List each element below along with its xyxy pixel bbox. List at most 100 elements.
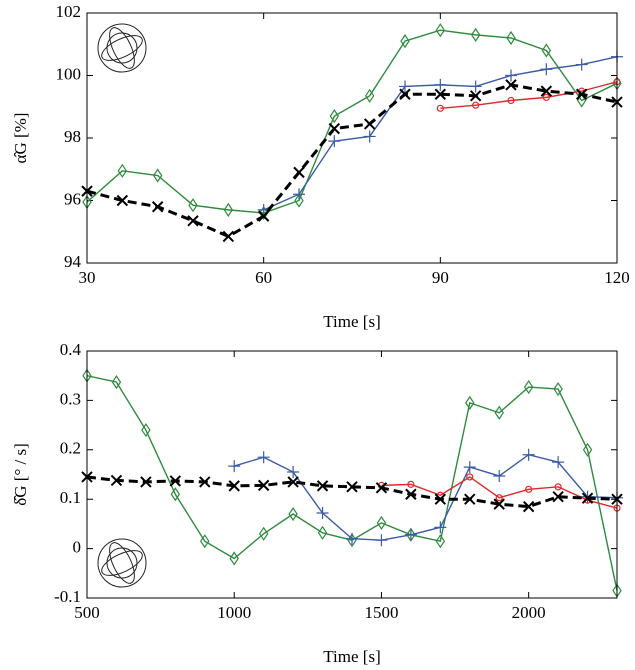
point-marker	[363, 118, 376, 130]
x-tick-label: 30	[79, 268, 96, 287]
point-marker	[540, 63, 553, 76]
point-marker	[116, 194, 129, 207]
marker-diamond	[258, 526, 269, 541]
marker-diamond	[582, 442, 593, 457]
point-marker	[316, 480, 329, 492]
marker-diamond	[376, 515, 387, 530]
marker-diamond	[229, 551, 239, 566]
point-marker	[465, 395, 475, 410]
marker-circle	[542, 93, 550, 101]
marker-diamond	[553, 381, 563, 397]
point-marker	[400, 34, 410, 49]
point-marker	[316, 507, 329, 520]
series-line	[381, 476, 617, 509]
point-marker	[228, 460, 241, 473]
marker-x	[375, 482, 388, 494]
marker-x	[151, 201, 164, 213]
marker-diamond	[400, 34, 410, 49]
marker-x	[287, 476, 299, 488]
point-marker	[522, 500, 535, 513]
plot-frame	[86, 350, 618, 599]
marker-diamond	[117, 163, 128, 178]
marker-x	[522, 500, 535, 513]
point-marker	[505, 69, 517, 82]
point-marker	[329, 109, 340, 124]
marker-diamond	[188, 198, 198, 213]
point-marker	[575, 88, 588, 100]
point-marker	[552, 456, 565, 469]
marker-diamond	[435, 23, 446, 38]
point-marker	[494, 405, 504, 420]
marker-plus	[257, 451, 270, 464]
marker-plus	[363, 130, 376, 143]
x-axis-label: Time [s]	[323, 647, 380, 666]
marker-plus	[434, 78, 447, 91]
y-tick-label: 94	[64, 252, 82, 271]
series-line	[234, 453, 617, 541]
point-marker	[434, 88, 447, 100]
y-tick-label: -0.1	[54, 587, 81, 606]
point-marker	[464, 493, 476, 505]
marker-circle	[495, 494, 503, 502]
x-tick-label: 90	[432, 268, 449, 287]
marker-diamond	[506, 30, 516, 46]
marker-plus	[293, 188, 305, 201]
marker-diamond	[111, 375, 122, 390]
marker-plus	[469, 80, 482, 93]
marker-plus	[575, 58, 588, 71]
x-tick-label: 120	[604, 268, 630, 287]
marker-plus	[522, 448, 535, 461]
marker-x	[540, 85, 553, 97]
plot-frame	[86, 12, 618, 264]
marker-diamond	[152, 168, 163, 183]
point-marker	[435, 534, 446, 549]
point-marker	[541, 43, 552, 58]
marker-x	[187, 215, 199, 227]
marker-diamond	[364, 88, 375, 103]
point-marker	[463, 461, 476, 474]
marker-x	[328, 122, 341, 135]
marker-plus	[463, 461, 476, 474]
marker-x	[405, 488, 417, 500]
marker-plus	[552, 456, 565, 469]
marker-diamond	[541, 43, 552, 58]
point-marker	[540, 85, 553, 97]
point-marker	[436, 104, 444, 112]
y-tick-label: 0	[73, 538, 82, 557]
point-marker	[553, 381, 563, 397]
point-marker	[525, 485, 533, 493]
point-marker	[328, 122, 341, 135]
point-marker	[552, 491, 564, 503]
point-marker	[399, 88, 411, 100]
point-marker	[346, 481, 358, 493]
marker-x	[257, 479, 270, 492]
marker-x	[110, 474, 123, 487]
point-marker	[522, 448, 535, 461]
marker-x	[434, 88, 447, 100]
marker-plus	[287, 466, 300, 479]
y-tick-label: 100	[56, 64, 82, 83]
point-marker	[523, 379, 534, 395]
y-axis-label: α̂G [%]	[11, 113, 30, 164]
point-marker	[293, 188, 305, 201]
point-marker	[542, 93, 550, 101]
point-marker	[466, 473, 474, 481]
marker-x	[581, 492, 594, 504]
point-marker	[472, 101, 480, 109]
marker-x	[575, 88, 588, 100]
marker-circle	[525, 485, 533, 493]
point-marker	[187, 215, 199, 227]
point-marker	[151, 201, 164, 213]
point-marker	[493, 469, 506, 482]
y-tick-label: 102	[56, 2, 82, 21]
x-tick-label: 60	[255, 268, 272, 287]
marker-circle	[466, 473, 474, 481]
marker-x	[199, 476, 211, 488]
point-marker	[257, 451, 270, 464]
point-marker	[363, 130, 376, 143]
marker-plus	[228, 460, 241, 473]
y-tick-label: 0.2	[60, 439, 81, 458]
marker-x	[140, 476, 152, 488]
point-marker	[399, 80, 411, 93]
marker-x	[434, 493, 447, 505]
